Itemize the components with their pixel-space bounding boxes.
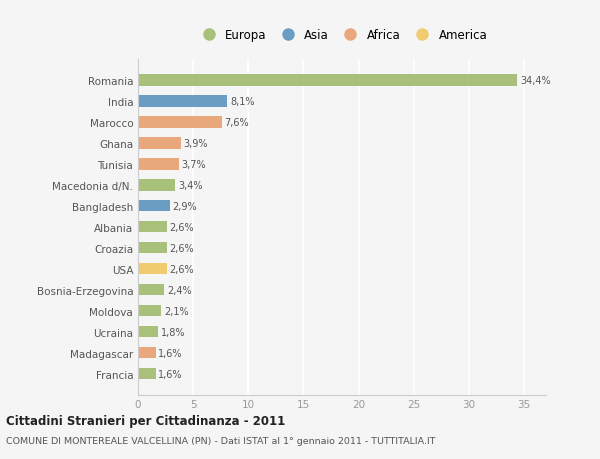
Bar xyxy=(138,284,164,296)
Text: COMUNE DI MONTEREALE VALCELLINA (PN) - Dati ISTAT al 1° gennaio 2011 - TUTTITALI: COMUNE DI MONTEREALE VALCELLINA (PN) - D… xyxy=(6,436,436,445)
Bar xyxy=(138,96,227,107)
Text: 2,4%: 2,4% xyxy=(167,285,192,295)
Text: 34,4%: 34,4% xyxy=(520,76,551,86)
Text: 2,6%: 2,6% xyxy=(169,243,194,253)
Bar xyxy=(138,326,158,338)
Bar xyxy=(138,159,179,170)
Bar xyxy=(138,347,155,358)
Bar xyxy=(138,201,170,212)
Text: 1,6%: 1,6% xyxy=(158,348,183,358)
Bar xyxy=(138,117,222,128)
Text: 2,9%: 2,9% xyxy=(173,202,197,211)
Text: 1,6%: 1,6% xyxy=(158,369,183,379)
Text: 2,6%: 2,6% xyxy=(169,264,194,274)
Bar xyxy=(138,75,517,86)
Bar xyxy=(138,179,175,191)
Bar xyxy=(138,138,181,149)
Bar xyxy=(138,305,161,317)
Text: 3,9%: 3,9% xyxy=(184,139,208,148)
Text: Cittadini Stranieri per Cittadinanza - 2011: Cittadini Stranieri per Cittadinanza - 2… xyxy=(6,414,285,428)
Text: 2,6%: 2,6% xyxy=(169,222,194,232)
Text: 1,8%: 1,8% xyxy=(161,327,185,337)
Text: 2,1%: 2,1% xyxy=(164,306,188,316)
Text: 3,4%: 3,4% xyxy=(178,180,203,190)
Bar xyxy=(138,263,167,275)
Bar xyxy=(138,221,167,233)
Text: 7,6%: 7,6% xyxy=(224,118,249,128)
Bar xyxy=(138,368,155,380)
Text: 3,7%: 3,7% xyxy=(182,159,206,169)
Legend: Europa, Asia, Africa, America: Europa, Asia, Africa, America xyxy=(193,25,491,45)
Text: 8,1%: 8,1% xyxy=(230,96,254,106)
Bar xyxy=(138,242,167,254)
